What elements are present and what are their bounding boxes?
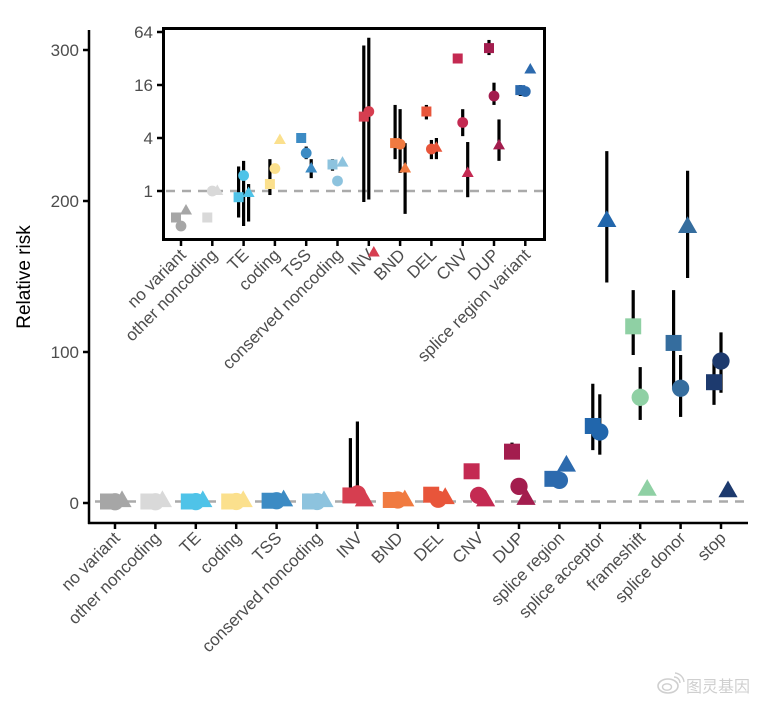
inset-y-tick-label: 1 — [144, 182, 153, 201]
inset-point-triangle — [305, 162, 318, 173]
inset-point-circle — [175, 220, 187, 232]
main-point-triangle — [354, 489, 374, 507]
inset-point-triangle — [242, 186, 255, 197]
main-point-triangle — [637, 478, 657, 496]
inset-point-circle — [332, 175, 343, 187]
main-point-triangle — [112, 490, 132, 508]
inset-point-circle — [363, 106, 375, 117]
inset-y-tick-label: 16 — [134, 76, 153, 95]
inset-point-triangle — [524, 62, 537, 74]
main-y-ticks: 0 100 200 300 — [51, 41, 89, 513]
main-x-tick-label: coding — [196, 528, 245, 577]
main-point-triangle — [233, 490, 253, 508]
main-point-triangle — [718, 480, 738, 498]
inset-point-circle — [269, 163, 281, 174]
main-point-triangle — [556, 454, 576, 472]
main-x-tick-label: CNV — [449, 528, 488, 567]
inset-y-tick-label: 4 — [144, 129, 153, 148]
inset-x-tick-label: DEL — [403, 245, 440, 282]
inset-point-square — [233, 192, 244, 203]
main-point-circle — [510, 477, 528, 496]
inset-point-circle — [300, 147, 312, 159]
inset-point-triangle — [493, 138, 505, 150]
inset-point-triangle — [461, 166, 474, 178]
inset-point-triangle — [367, 246, 380, 257]
inset-y-ticks: 1 4 16 64 — [134, 23, 163, 201]
main-point-square — [463, 463, 480, 480]
main-point-triangle — [152, 490, 172, 508]
main-marks — [100, 151, 738, 511]
main-point-triangle — [274, 489, 294, 507]
inset-point-square — [202, 212, 213, 223]
inset-frame — [162, 27, 546, 241]
inset-point-triangle — [336, 156, 349, 167]
main-x-tick-label: TE — [176, 528, 205, 557]
main-point-circle — [631, 388, 649, 406]
main-point-circle — [671, 379, 690, 397]
main-x-tick-label: stop — [694, 528, 730, 564]
main-y-axis-title: Relative risk — [14, 225, 35, 329]
inset-point-circle — [238, 170, 250, 181]
main-y-tick-label: 0 — [70, 494, 79, 513]
inset-point-circle — [457, 117, 469, 128]
inset-point-triangle — [430, 141, 443, 152]
inset-point-square — [358, 111, 369, 122]
inset-point-square — [327, 159, 338, 170]
inset-point-square — [421, 106, 432, 117]
main-point-triangle — [435, 487, 455, 505]
main-x-tick-label: INV — [333, 528, 367, 562]
inset-point-triangle — [180, 204, 192, 215]
main-point-triangle — [597, 210, 617, 228]
main-x-tick-label: BND — [368, 528, 407, 567]
inset-point-triangle — [273, 133, 286, 144]
main-point-circle — [712, 352, 730, 370]
main-point-circle — [591, 423, 609, 441]
inset-x-tick-label: CNV — [433, 245, 472, 284]
main-point-square — [504, 443, 520, 460]
inset-marks — [171, 37, 537, 257]
main-y-tick-label: 200 — [51, 192, 79, 211]
inset-point-circle — [394, 138, 406, 150]
inset-point-circle — [488, 90, 500, 102]
main-point-square — [665, 334, 682, 351]
main-x-tick-label: DEL — [410, 528, 447, 565]
main-point-square — [706, 374, 722, 391]
inset-point-square — [171, 212, 181, 223]
inset-point-square — [452, 53, 463, 64]
inset-point-triangle — [211, 184, 224, 195]
main-point-triangle — [193, 490, 213, 508]
main-point-triangle — [516, 488, 536, 505]
weibo-icon — [657, 672, 685, 694]
main-point-triangle — [678, 216, 698, 234]
main-point-triangle — [395, 489, 415, 507]
inset-point-square — [484, 43, 494, 54]
inset-point-square — [296, 133, 307, 143]
inset-y-tick-label: 64 — [134, 23, 153, 42]
main-point-circle — [550, 471, 569, 489]
watermark-text: 图灵基因 — [686, 677, 750, 696]
main-point-triangle — [314, 490, 334, 508]
main-point-square — [625, 318, 642, 335]
watermark: 图灵基因 — [657, 672, 750, 696]
inset-point-circle — [519, 86, 531, 97]
main-point-triangle — [476, 489, 496, 507]
inset-point-square — [264, 179, 275, 190]
main-y-tick-label: 100 — [51, 343, 79, 362]
main-y-tick-label: 300 — [51, 41, 79, 60]
inset-point-triangle — [399, 162, 412, 173]
